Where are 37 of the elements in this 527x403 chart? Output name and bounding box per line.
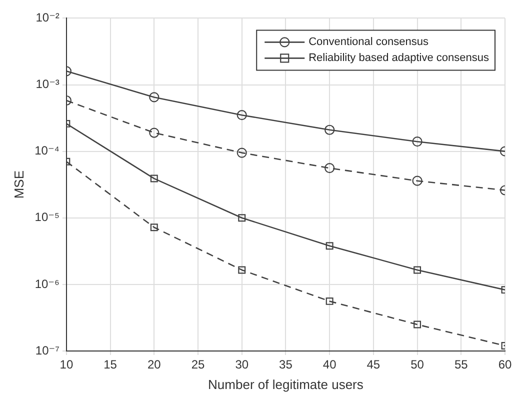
point: [150, 224, 158, 232]
x-tick-label: 20: [147, 358, 162, 372]
x-tick-label: 30: [235, 358, 249, 372]
legend-label: Conventional consensus: [308, 36, 429, 48]
x-tick-label: 55: [454, 358, 468, 372]
y-axis-title: MSE: [11, 170, 26, 199]
x-tick-label: 35: [279, 358, 293, 372]
point: [412, 176, 422, 186]
point: [326, 297, 334, 305]
x-tick-label: 15: [104, 358, 118, 372]
y-tick-label: 10⁻²: [36, 10, 60, 25]
point: [324, 163, 335, 174]
point: [238, 266, 246, 274]
y-tick-label: 10⁻⁶: [34, 276, 60, 291]
point: [236, 110, 247, 120]
point: [414, 320, 422, 328]
point: [238, 214, 246, 222]
y-tick-label: 10⁻⁴: [34, 144, 60, 158]
point: [414, 266, 422, 274]
x-tick-label: 25: [191, 358, 205, 372]
point: [324, 124, 335, 135]
x-tick-label: 40: [322, 358, 337, 372]
y-tick-label: 10⁻³: [36, 77, 60, 92]
point: [236, 148, 247, 158]
x-tick-label: 45: [366, 358, 380, 372]
x-tick-label: 50: [410, 358, 424, 372]
point: [326, 242, 334, 250]
point: [149, 92, 160, 102]
point: [412, 136, 422, 147]
y-tick-label: 10⁻⁷: [35, 343, 60, 358]
x-tick-label: 60: [498, 358, 512, 372]
legend-label: Reliability based adaptive consensus: [308, 52, 490, 64]
y-tick-label: 10⁻⁵: [34, 210, 60, 224]
point: [150, 174, 158, 182]
point: [149, 128, 160, 138]
x-tick-label: 10: [60, 358, 74, 372]
x-axis-title: Number of legitimate users: [208, 376, 364, 392]
